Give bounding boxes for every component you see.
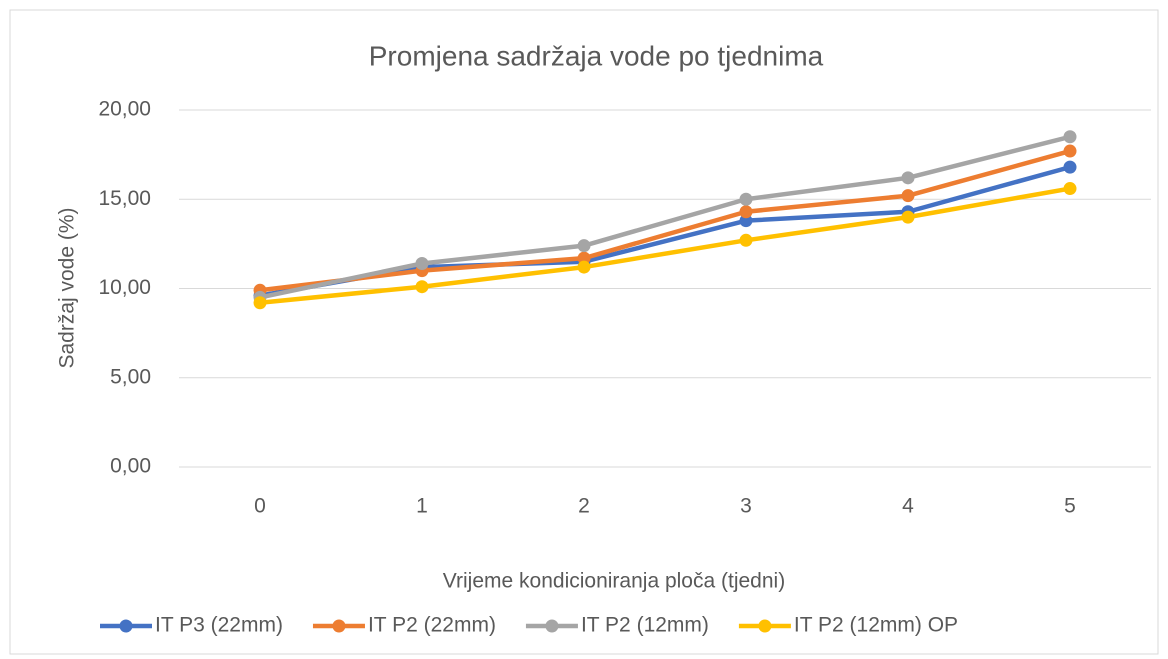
legend-marker [758, 619, 772, 633]
data-point [739, 205, 753, 219]
y-tick-label: 15,00 [98, 187, 151, 210]
data-point [1063, 160, 1077, 174]
legend-label: IT P2 (12mm) OP [794, 614, 958, 637]
chart-border [9, 9, 1159, 655]
x-tick-label: 3 [740, 495, 752, 518]
y-tick-label: 10,00 [98, 276, 151, 299]
data-point [1063, 144, 1077, 158]
x-tick-label: 5 [1064, 495, 1076, 518]
legend-label: IT P3 (22mm) [155, 614, 283, 637]
data-point [577, 260, 591, 274]
y-axis-title: Sadržaj vode (%) [56, 207, 79, 368]
x-tick-label: 1 [416, 495, 428, 518]
legend-marker [545, 619, 559, 633]
x-tick-label: 2 [578, 495, 590, 518]
legend-marker [332, 619, 346, 633]
y-tick-label: 5,00 [110, 365, 151, 388]
series-line [259, 148, 1071, 293]
data-point [739, 214, 753, 228]
series-line [259, 134, 1071, 300]
data-point [901, 210, 915, 224]
data-point [415, 257, 429, 271]
data-point [577, 251, 591, 265]
x-tick-label: 0 [254, 495, 266, 518]
x-tick-label: 4 [902, 495, 914, 518]
data-point [253, 296, 267, 310]
data-point [1063, 182, 1077, 196]
data-point [901, 171, 915, 185]
series-line [259, 186, 1071, 306]
x-axis-title: Vrijeme kondicioniranja ploča (tjedni) [443, 570, 785, 593]
y-tick-label: 20,00 [98, 98, 151, 121]
data-point [577, 239, 591, 253]
data-point [739, 233, 753, 247]
legend-marker [119, 619, 133, 633]
legend-label: IT P2 (22mm) [368, 614, 496, 637]
data-point [1063, 130, 1077, 144]
chart-title: Promjena sadržaja vode po tjednima [369, 40, 824, 71]
data-point [739, 192, 753, 206]
y-tick-label: 0,00 [110, 455, 151, 478]
data-point [415, 280, 429, 294]
legend-label: IT P2 (12mm) [581, 614, 709, 637]
data-point [901, 189, 915, 203]
